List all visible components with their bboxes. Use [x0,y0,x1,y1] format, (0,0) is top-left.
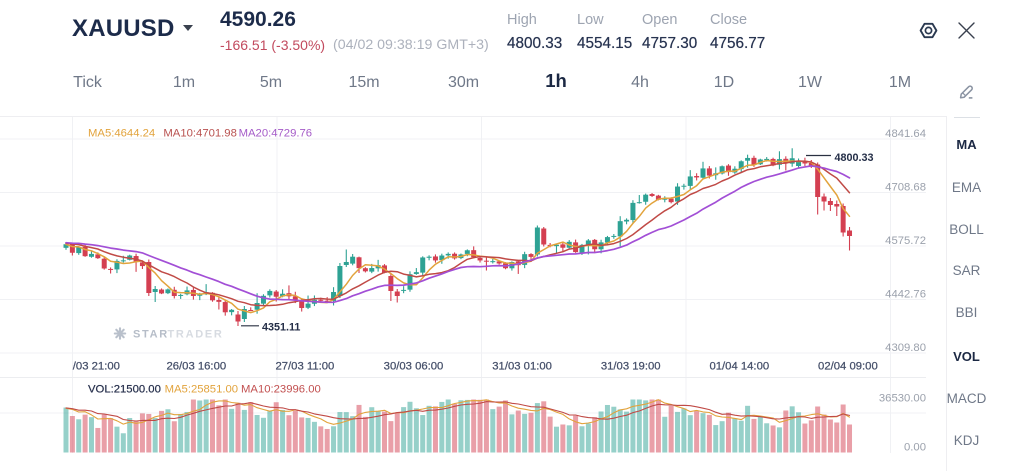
svg-text:MA10:23996.00: MA10:23996.00 [241,384,321,396]
svg-text:VOL:21500.00: VOL:21500.00 [88,384,161,396]
svg-text:4309.80: 4309.80 [885,342,926,354]
svg-text:4800.33: 4800.33 [835,152,874,164]
svg-text:4351.11: 4351.11 [262,322,300,334]
svg-text:4442.76: 4442.76 [885,289,926,301]
svg-text:MA5:25851.00: MA5:25851.00 [165,384,239,396]
svg-text:27/03 11:00: 27/03 11:00 [275,361,334,373]
svg-text:01/04 14:00: 01/04 14:00 [709,361,769,373]
svg-text:MA20:4729.76: MA20:4729.76 [239,128,313,140]
svg-text:30/03 06:00: 30/03 06:00 [384,361,444,373]
svg-text:26/03 16:00: 26/03 16:00 [166,361,226,373]
svg-text:0.00: 0.00 [904,441,926,453]
svg-text:4841.64: 4841.64 [885,128,926,140]
svg-text:4708.68: 4708.68 [885,182,926,194]
svg-text:STAR: STAR [133,329,169,341]
svg-text:31/03 01:00: 31/03 01:00 [492,361,552,373]
svg-text:TRADER: TRADER [168,329,224,341]
svg-text:MA10:4701.98: MA10:4701.98 [163,128,237,140]
svg-text:31/03 19:00: 31/03 19:00 [601,361,661,373]
svg-text:/03 21:00: /03 21:00 [73,361,120,373]
svg-text:MA5:4644.24: MA5:4644.24 [88,128,155,140]
svg-text:4575.72: 4575.72 [885,235,926,247]
svg-text:36530.00: 36530.00 [879,392,926,404]
svg-text:02/04 09:00: 02/04 09:00 [818,361,878,373]
